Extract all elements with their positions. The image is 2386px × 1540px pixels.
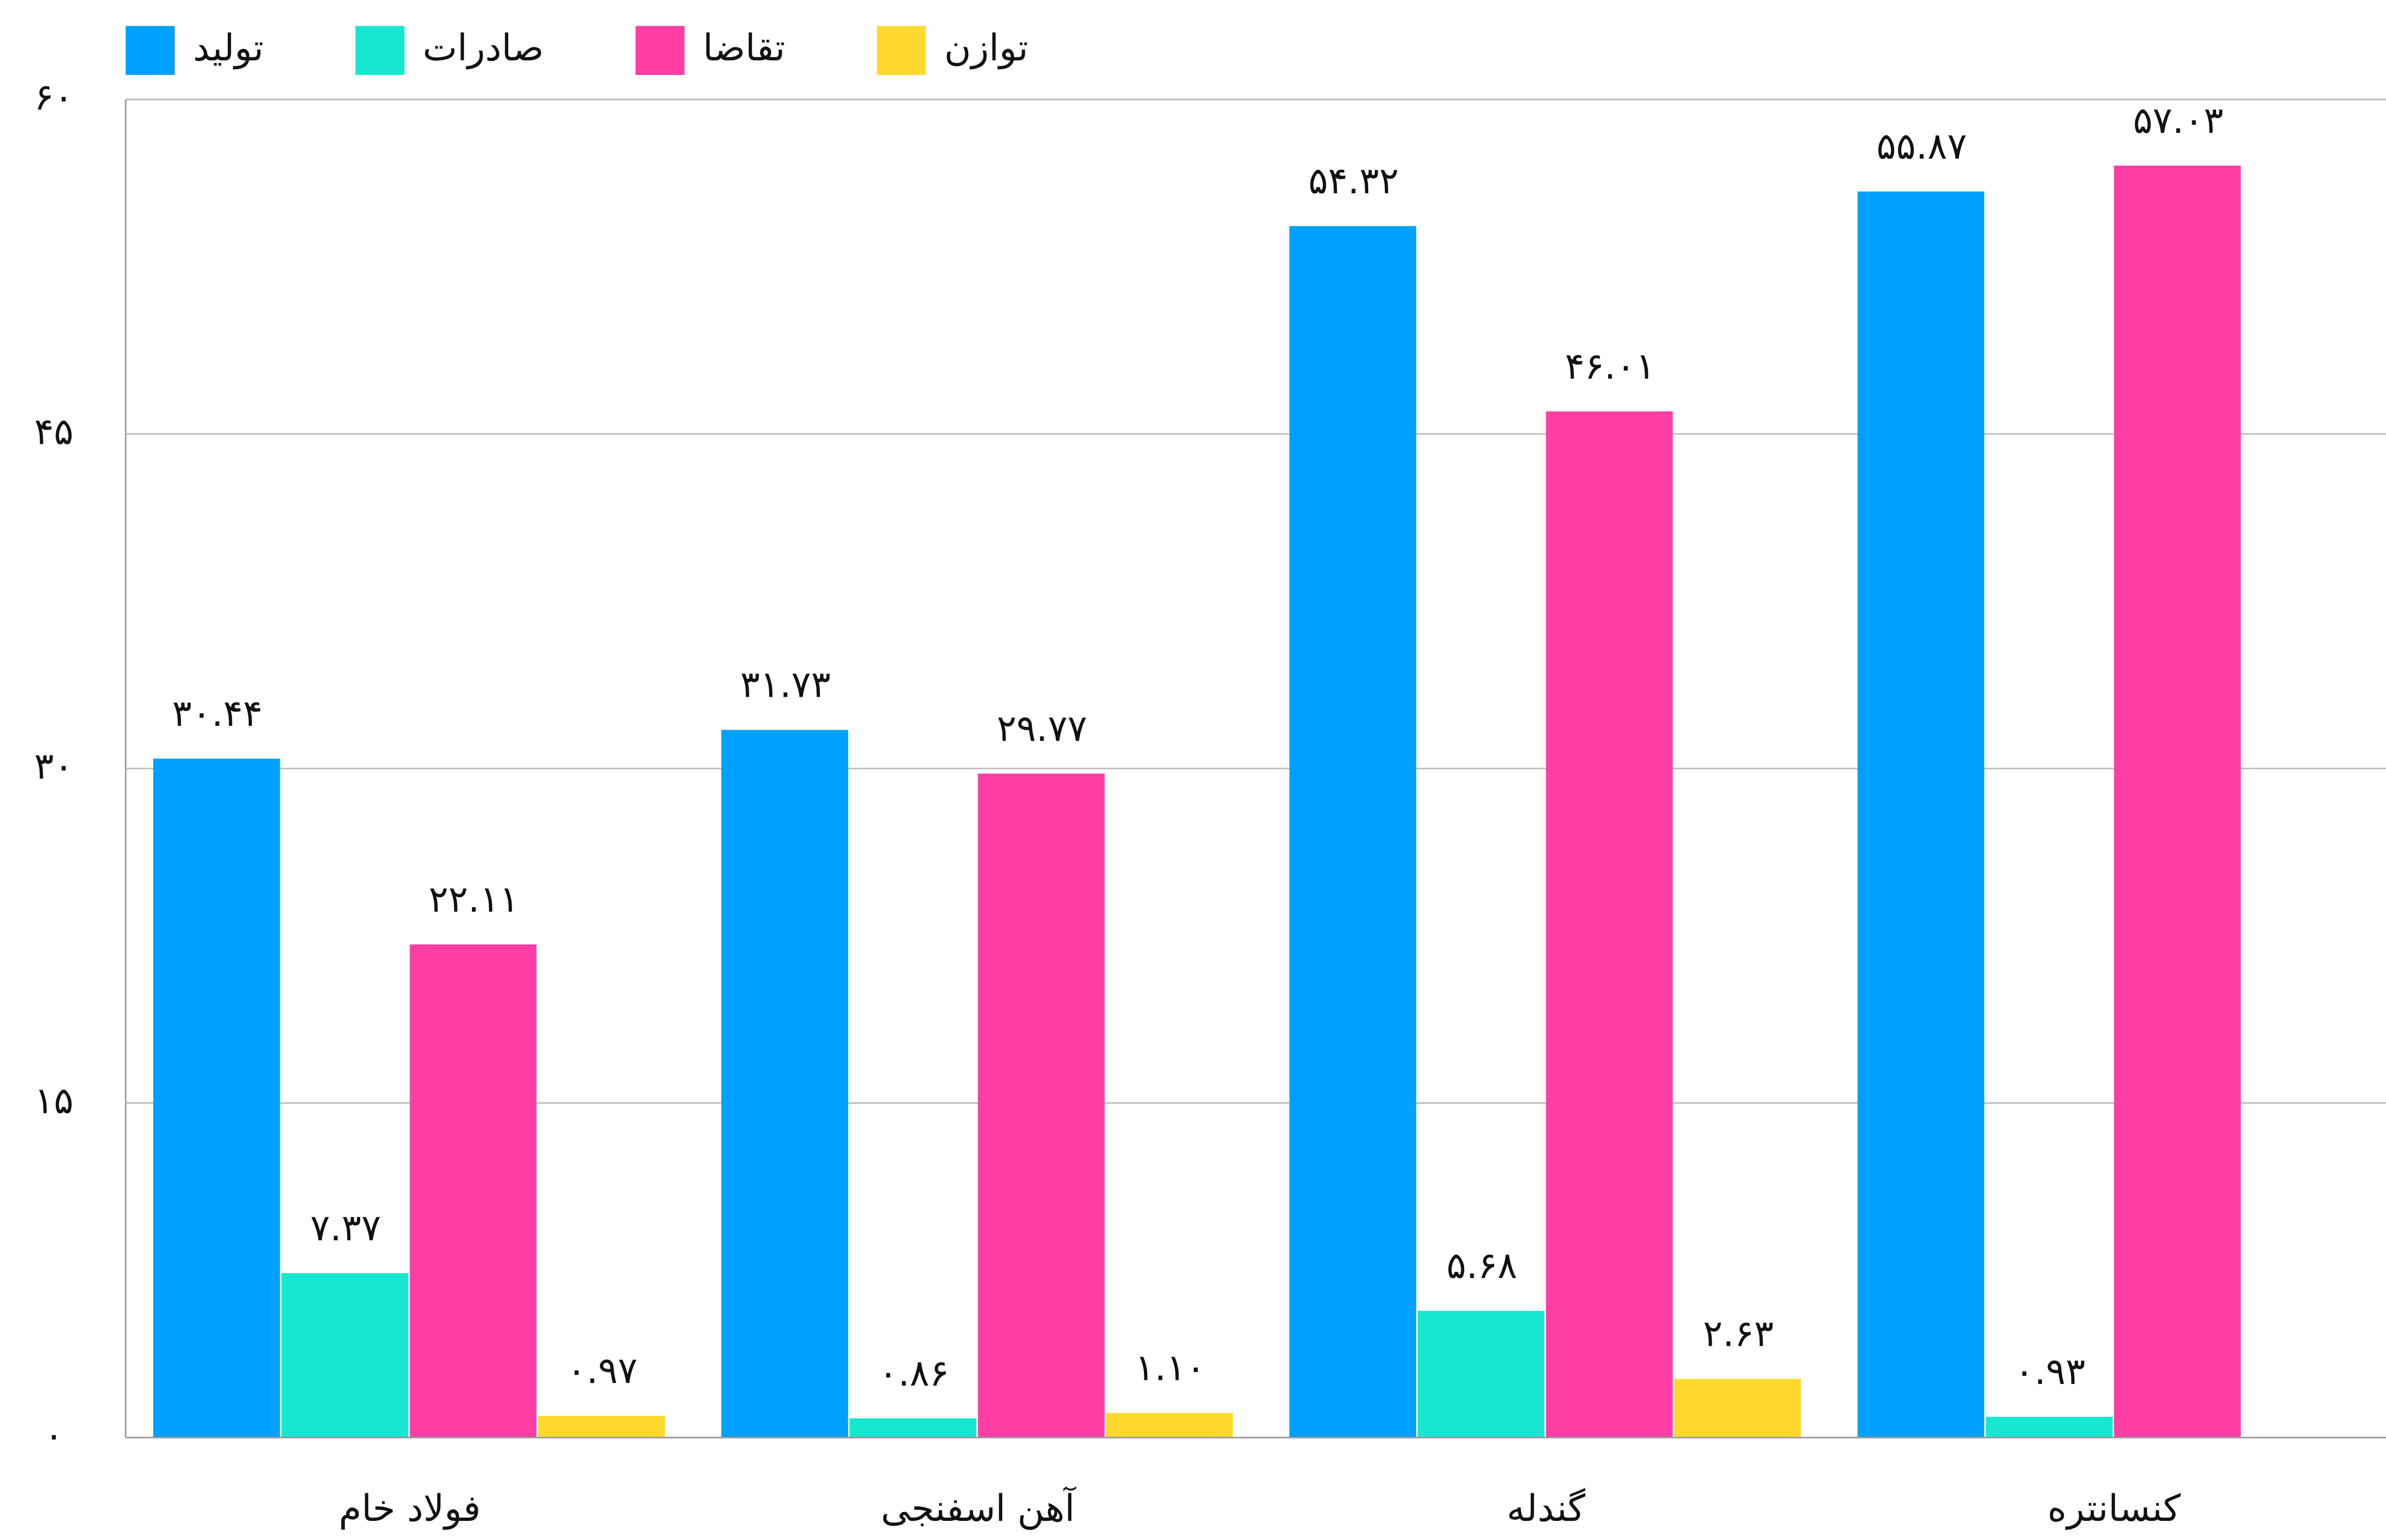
legend-swatch: [635, 26, 685, 75]
y-tick-label: ۰: [44, 1414, 63, 1456]
y-tick-label: ۴۵: [34, 410, 73, 453]
y-tick-label: ۳۰: [34, 745, 73, 787]
bar: [281, 1273, 408, 1438]
bar: [1986, 1416, 2113, 1438]
bar: [153, 758, 280, 1438]
data-label: ۳۱.۷۳: [740, 664, 831, 706]
data-label: ۵۷.۰۳: [2133, 99, 2224, 142]
data-label: ۰.۸۶: [879, 1352, 949, 1394]
bar: [1106, 1413, 1233, 1438]
bar: [538, 1415, 665, 1438]
bar: [1674, 1379, 1801, 1438]
legend-label: تولید: [193, 27, 263, 70]
x-tick-label: گندله: [1507, 1488, 1585, 1530]
legend-label: توازن: [944, 27, 1028, 70]
data-label: ۷.۳۷: [310, 1207, 381, 1249]
bar: [849, 1418, 976, 1438]
x-tick-label: فولاد خام: [339, 1488, 481, 1530]
data-label: ۳۰.۴۴: [172, 692, 263, 735]
legend-label: صادرات: [423, 27, 544, 70]
data-label: ۲۹.۷۷: [997, 707, 1088, 750]
data-label: ۵۴.۳۲: [1308, 160, 1399, 202]
y-tick-label: ۶۰: [34, 76, 73, 118]
x-tick-label: آهن اسفنجی: [881, 1486, 1077, 1530]
bar: [1289, 226, 1416, 1438]
bar: [2114, 166, 2241, 1438]
bar: [1546, 411, 1673, 1438]
bar: [1857, 191, 1985, 1438]
bar: [409, 944, 537, 1438]
data-label: ۲.۶۳: [1703, 1313, 1774, 1355]
data-label: ۴۶.۰۱: [1565, 345, 1655, 388]
bar: [1417, 1310, 1545, 1438]
data-label: ۱.۱۰: [1135, 1347, 1205, 1389]
data-label: ۲۲.۱۱: [429, 878, 519, 921]
bar: [978, 774, 1105, 1438]
legend-label: تقاضا: [703, 27, 785, 70]
legend-swatch: [877, 26, 926, 75]
x-tick-label: کنسانتره: [2048, 1488, 2181, 1530]
data-label: ۰.۹۷: [567, 1350, 638, 1392]
bar: [721, 730, 848, 1438]
data-label: ۵.۶۸: [1446, 1245, 1517, 1287]
legend-swatch: [355, 26, 405, 75]
legend-swatch: [126, 26, 175, 75]
data-label: ۰.۹۳: [2015, 1351, 2085, 1393]
data-label: ۵۵.۸۷: [1876, 126, 1967, 168]
y-tick-label: ۱۵: [34, 1079, 73, 1122]
